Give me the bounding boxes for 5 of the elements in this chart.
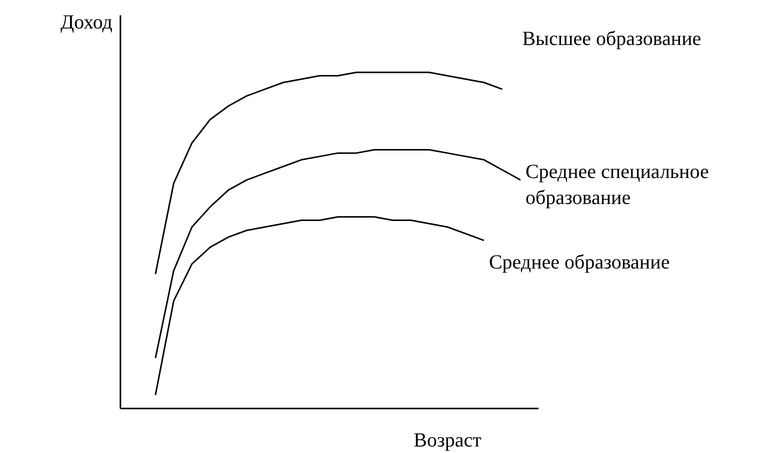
series-label: Среднее образование xyxy=(488,251,670,274)
x-axis-title: Возраст xyxy=(414,430,482,452)
series-label: Среднее специальное образование xyxy=(525,160,709,210)
y-axis-title: Доход xyxy=(60,12,112,34)
text: Высшее образование xyxy=(522,28,702,50)
